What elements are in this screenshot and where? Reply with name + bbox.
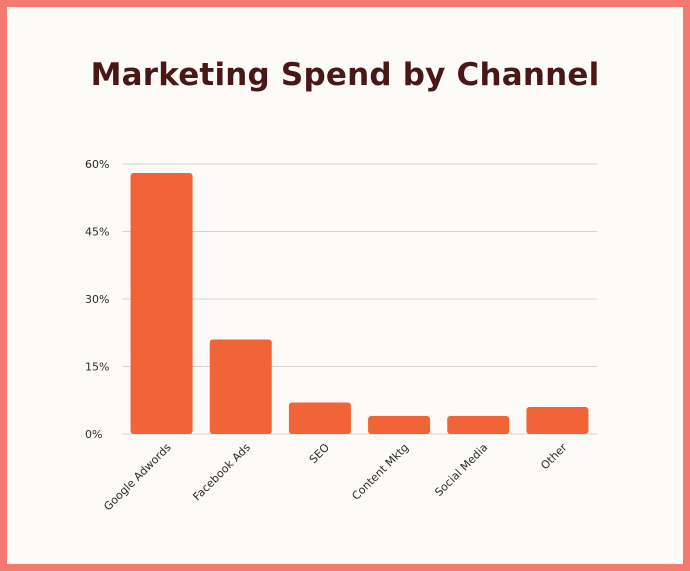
x-tick-label-3: Content Mktg [349,441,411,503]
bar-2 [288,402,351,434]
bar-chart: 0% 15% 30% 45% 60% Google Adwords Facebook Ads… [85,158,597,514]
y-tick-label-2: 30% [85,293,109,306]
chart-frame: Marketing Spend by Channel 0% 15% 30% 45% 60… [7,7,683,564]
y-tick-label-0: 0% [85,428,102,441]
x-tick-label-2: SEO [307,441,332,466]
y-tick-label-4: 60% [85,158,109,171]
bar-4 [447,416,510,434]
x-tick-label-4: Social Media [432,441,490,499]
chart-title: Marketing Spend by Channel [90,57,600,93]
bar-0 [130,173,193,434]
x-tick-label-1: Facebook Ads [190,441,253,504]
y-tick-label-3: 45% [85,226,109,239]
bar-1 [209,339,272,434]
x-tick-label-5: Other [538,441,570,473]
x-tick-label-0: Google Adwords [101,441,174,514]
bar-5 [526,407,589,434]
y-tick-label-1: 15% [85,361,109,374]
bar-3 [368,416,431,434]
